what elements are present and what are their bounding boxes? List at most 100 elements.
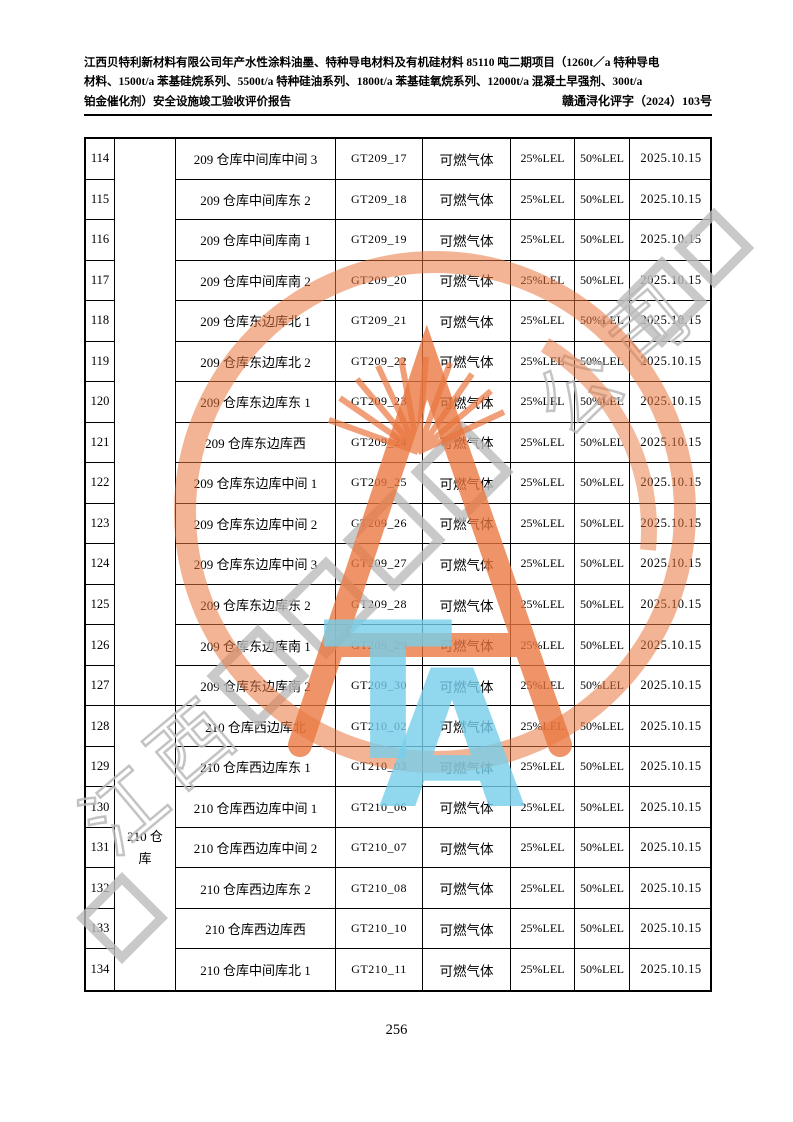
high-alarm-cell: 50%LEL xyxy=(575,220,630,261)
low-alarm-cell: 25%LEL xyxy=(511,706,575,747)
gas-type-cell: 可燃气体 xyxy=(423,220,511,261)
seq-cell: 118 xyxy=(86,301,115,342)
code-cell: GT209_24 xyxy=(336,422,423,464)
low-alarm-cell: 25%LEL xyxy=(511,139,575,180)
low-alarm-cell: 25%LEL xyxy=(511,301,575,342)
gas-type-cell: 可燃气体 xyxy=(423,746,511,788)
seq-cell: 128 xyxy=(86,706,115,747)
seq-cell: 130 xyxy=(86,787,115,828)
group-cell: 210 仓库 xyxy=(115,706,176,990)
high-alarm-cell: 50%LEL xyxy=(575,949,630,990)
high-alarm-cell: 50%LEL xyxy=(575,463,630,504)
high-alarm-cell: 50%LEL xyxy=(575,260,630,302)
gas-type-cell: 可燃气体 xyxy=(423,301,511,342)
gas-type-cell: 可燃气体 xyxy=(423,544,511,585)
location-cell: 209 仓库中间库南 1 xyxy=(176,220,336,261)
seq-cell: 126 xyxy=(86,625,115,666)
location-cell: 210 仓库西边库东 2 xyxy=(176,868,336,909)
date-cell: 2025.10.15 xyxy=(630,382,712,423)
low-alarm-cell: 25%LEL xyxy=(511,463,575,504)
high-alarm-cell: 50%LEL xyxy=(575,382,630,423)
low-alarm-cell: 25%LEL xyxy=(511,949,575,990)
date-cell: 2025.10.15 xyxy=(630,666,712,707)
location-cell: 209 仓库东边库中间 2 xyxy=(176,503,336,545)
location-cell: 209 仓库东边库南 1 xyxy=(176,625,336,666)
high-alarm-cell: 50%LEL xyxy=(575,908,630,950)
code-cell: GT209_27 xyxy=(336,544,423,585)
low-alarm-cell: 25%LEL xyxy=(511,908,575,950)
date-cell: 2025.10.15 xyxy=(630,220,712,261)
low-alarm-cell: 25%LEL xyxy=(511,382,575,423)
gas-type-cell: 可燃气体 xyxy=(423,665,511,707)
code-cell: GT209_18 xyxy=(336,179,423,221)
code-cell: GT210_11 xyxy=(336,949,423,990)
code-cell: GT209_30 xyxy=(336,665,423,707)
high-alarm-cell: 50%LEL xyxy=(575,179,630,221)
high-alarm-cell: 50%LEL xyxy=(575,301,630,342)
location-cell: 210 仓库中间库北 1 xyxy=(176,949,336,990)
seq-cell: 115 xyxy=(86,179,115,221)
doc-number: 赣通浔化评字（2024）103号 xyxy=(561,94,712,108)
low-alarm-cell: 25%LEL xyxy=(511,746,575,788)
header-line: 江西贝特利新材料有限公司年产水性涂料油墨、特种导电材料及有机硅材料 85110 … xyxy=(84,57,660,69)
date-cell: 2025.10.15 xyxy=(630,828,712,869)
date-cell: 2025.10.15 xyxy=(630,787,712,828)
high-alarm-cell: 50%LEL xyxy=(575,706,630,747)
low-alarm-cell: 25%LEL xyxy=(511,787,575,828)
page-header: 江西贝特利新材料有限公司年产水性涂料油墨、特种导电材料及有机硅材料 85110 … xyxy=(84,54,712,116)
gas-type-cell: 可燃气体 xyxy=(423,341,511,383)
code-cell: GT209_20 xyxy=(336,260,423,302)
location-cell: 209 仓库东边库东 2 xyxy=(176,584,336,626)
low-alarm-cell: 25%LEL xyxy=(511,544,575,585)
seq-cell: 131 xyxy=(86,827,115,869)
location-cell: 210 仓库西边库西 xyxy=(176,908,336,950)
low-alarm-cell: 25%LEL xyxy=(511,868,575,909)
high-alarm-cell: 50%LEL xyxy=(575,503,630,545)
gas-type-cell: 可燃气体 xyxy=(423,827,511,869)
location-cell: 209 仓库东边库北 1 xyxy=(176,301,336,342)
low-alarm-cell: 25%LEL xyxy=(511,220,575,261)
seq-cell: 123 xyxy=(86,503,115,545)
location-cell: 209 仓库中间库南 2 xyxy=(176,260,336,302)
seq-cell: 122 xyxy=(86,463,115,504)
header-line: 铂金催化剂）安全设施竣工验收评价报告 xyxy=(84,96,291,108)
high-alarm-cell: 50%LEL xyxy=(575,422,630,464)
group-cell xyxy=(115,139,176,707)
location-cell: 209 仓库东边库北 2 xyxy=(176,341,336,383)
gas-type-cell: 可燃气体 xyxy=(423,787,511,828)
gas-type-cell: 可燃气体 xyxy=(423,706,511,747)
code-cell: GT209_25 xyxy=(336,463,423,504)
gas-type-cell: 可燃气体 xyxy=(423,422,511,464)
date-cell: 2025.10.15 xyxy=(630,706,712,747)
date-cell: 2025.10.15 xyxy=(630,585,712,626)
seq-cell: 117 xyxy=(86,260,115,302)
location-cell: 209 仓库东边库西 xyxy=(176,422,336,464)
header-line: 材料、1500t/a 苯基硅烷系列、5500t/a 特种硅油系列、1800t/a… xyxy=(84,76,643,88)
code-cell: GT209_23 xyxy=(336,382,423,423)
location-cell: 210 仓库西边库中间 1 xyxy=(176,787,336,828)
gas-type-cell: 可燃气体 xyxy=(423,949,511,990)
location-cell: 210 仓库西边库中间 2 xyxy=(176,827,336,869)
code-cell: GT209_26 xyxy=(336,503,423,545)
code-cell: GT209_29 xyxy=(336,625,423,666)
date-cell: 2025.10.15 xyxy=(630,180,712,221)
date-cell: 2025.10.15 xyxy=(630,261,712,302)
date-cell: 2025.10.15 xyxy=(640,962,702,977)
seq-cell: 133 xyxy=(86,908,115,950)
high-alarm-cell: 50%LEL xyxy=(575,665,630,707)
location-cell: 209 仓库中间库中间 3 xyxy=(176,139,336,180)
high-alarm-cell: 50%LEL xyxy=(575,584,630,626)
date-cell: 2025.10.15 xyxy=(630,139,712,180)
gas-type-cell: 可燃气体 xyxy=(423,463,511,504)
gas-type-cell: 可燃气体 xyxy=(423,868,511,909)
low-alarm-cell: 25%LEL xyxy=(511,665,575,707)
seq-cell: 121 xyxy=(86,422,115,464)
high-alarm-cell: 50%LEL xyxy=(575,787,630,828)
date-cell: 2025.10.15 xyxy=(630,868,712,909)
code-cell: GT210_06 xyxy=(336,787,423,828)
date-cell: 2025.10.15 xyxy=(630,544,712,585)
seq-cell: 129 xyxy=(86,746,115,788)
low-alarm-cell: 25%LEL xyxy=(511,260,575,302)
date-cell: 2025.10.15 xyxy=(630,625,712,666)
